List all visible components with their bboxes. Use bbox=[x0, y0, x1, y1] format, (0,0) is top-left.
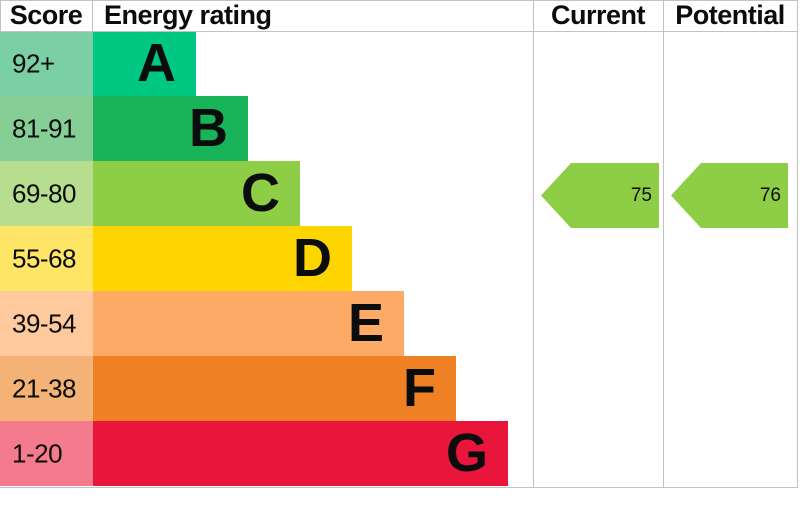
band-g-bar: G bbox=[93, 421, 508, 486]
band-f-score-range: 21-38 bbox=[12, 373, 77, 403]
band-d-letter: D bbox=[293, 227, 332, 288]
band-row-b: 81-91 B bbox=[0, 96, 533, 161]
band-row-e: 39-54 E bbox=[0, 291, 533, 356]
band-c-letter: C bbox=[241, 162, 280, 223]
band-row-g: 1-20 G bbox=[0, 421, 533, 486]
current-column-header: Current bbox=[550, 0, 646, 30]
band-e-letter: E bbox=[347, 292, 384, 353]
band-a-score-cell: 92+ bbox=[0, 31, 93, 96]
band-row-f: 21-38 F bbox=[0, 356, 533, 421]
current-rating-arrow: 75 bbox=[541, 163, 659, 228]
band-row-d: 55-68 D bbox=[0, 226, 533, 291]
band-e-score-cell: 39-54 bbox=[0, 291, 93, 356]
band-d-score-range: 55-68 bbox=[12, 243, 77, 273]
potential-column-header: Potential bbox=[675, 0, 785, 30]
band-c-score-cell: 69-80 bbox=[0, 161, 93, 226]
band-b-bar: B bbox=[93, 96, 248, 161]
table-top-border bbox=[0, 0, 798, 1]
band-row-c: 69-80 C bbox=[0, 161, 533, 226]
band-g-score-range: 1-20 bbox=[12, 438, 63, 468]
potential-rating-value: 76 bbox=[759, 184, 781, 206]
band-b-score-range: 81-91 bbox=[12, 113, 77, 143]
table-right-border bbox=[797, 0, 798, 488]
band-a-letter: A bbox=[137, 32, 176, 93]
header-divider-line bbox=[0, 31, 798, 32]
band-d-score-cell: 55-68 bbox=[0, 226, 93, 291]
score-column-header: Score bbox=[9, 0, 83, 30]
score-column-divider bbox=[92, 0, 93, 31]
band-e-bar: E bbox=[93, 291, 404, 356]
band-g-letter: G bbox=[445, 422, 488, 483]
band-f-score-cell: 21-38 bbox=[0, 356, 93, 421]
band-c-bar: C bbox=[93, 161, 300, 226]
band-a-bar: A bbox=[93, 31, 196, 96]
current-rating-value: 75 bbox=[630, 184, 652, 206]
current-column-divider bbox=[533, 0, 534, 488]
band-e-score-range: 39-54 bbox=[12, 308, 77, 338]
band-d-bar: D bbox=[93, 226, 352, 291]
band-b-score-cell: 81-91 bbox=[0, 96, 93, 161]
table-bottom-border bbox=[0, 487, 798, 488]
band-row-a: 92+ A bbox=[0, 31, 533, 96]
potential-column-divider bbox=[663, 0, 664, 488]
band-b-letter: B bbox=[189, 97, 228, 158]
band-a-score-range: 92+ bbox=[12, 48, 55, 78]
band-c-score-range: 69-80 bbox=[12, 178, 77, 208]
header-left-border bbox=[0, 0, 1, 31]
band-g-score-cell: 1-20 bbox=[0, 421, 93, 486]
energy-rating-column-header: Energy rating bbox=[104, 0, 272, 30]
band-f-letter: F bbox=[403, 357, 436, 418]
band-f-bar: F bbox=[93, 356, 456, 421]
potential-rating-arrow: 76 bbox=[671, 163, 788, 228]
